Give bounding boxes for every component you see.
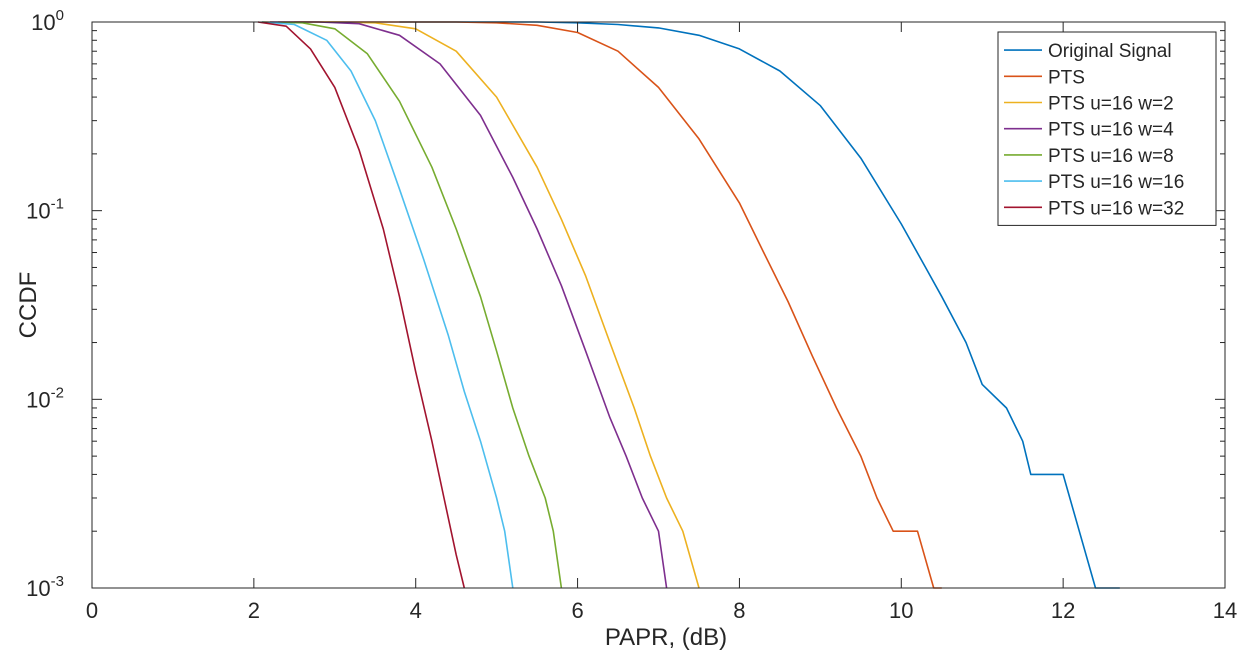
y-tick-exponent: 0 bbox=[56, 7, 64, 24]
legend: Original Signal PTS PTS u=16 w=2 PTS u=16 w… bbox=[997, 31, 1217, 226]
x-tick-label: 12 bbox=[1051, 598, 1075, 623]
x-tick-label: 6 bbox=[571, 598, 583, 623]
legend-label-6: PTS u=16 w=16 bbox=[1048, 172, 1184, 193]
series-line-2 bbox=[294, 21, 942, 589]
series-line-1 bbox=[399, 21, 1120, 589]
x-tick-label: 10 bbox=[889, 598, 913, 623]
axes-box bbox=[91, 21, 1226, 589]
legend-label-4: PTS u=16 w=4 bbox=[1048, 120, 1174, 141]
x-axis-ticks: 0 2 4 6 8 10 12 14 bbox=[86, 22, 1237, 623]
y-axis-title: CCDF bbox=[15, 272, 42, 339]
x-tick-label: 8 bbox=[733, 598, 745, 623]
series-line-5 bbox=[261, 21, 563, 589]
plot-area bbox=[91, 21, 1226, 589]
x-tick-label: 14 bbox=[1213, 598, 1237, 623]
y-tick-exponent: -1 bbox=[51, 196, 64, 213]
y-tick-exponent: -3 bbox=[51, 573, 64, 590]
y-tick-exponent: -2 bbox=[51, 384, 64, 401]
series-line-7 bbox=[257, 21, 466, 589]
x-tick-label: 2 bbox=[248, 598, 260, 623]
series-line-4 bbox=[270, 21, 668, 589]
legend-label-5: PTS u=16 w=8 bbox=[1048, 146, 1174, 167]
x-axis-title: PAPR, (dB) bbox=[605, 624, 727, 651]
series-line-6 bbox=[261, 21, 514, 589]
legend-label-2: PTS bbox=[1048, 67, 1085, 88]
legend-label-3: PTS u=16 w=2 bbox=[1048, 94, 1174, 115]
legend-label-1: Original Signal bbox=[1048, 41, 1172, 62]
x-tick-label: 0 bbox=[86, 598, 98, 623]
x-tick-label: 4 bbox=[410, 598, 422, 623]
y-tick-label: 10-2 bbox=[26, 384, 64, 412]
legend-label-7: PTS u=16 w=32 bbox=[1048, 198, 1184, 219]
series-line-3 bbox=[278, 21, 700, 589]
